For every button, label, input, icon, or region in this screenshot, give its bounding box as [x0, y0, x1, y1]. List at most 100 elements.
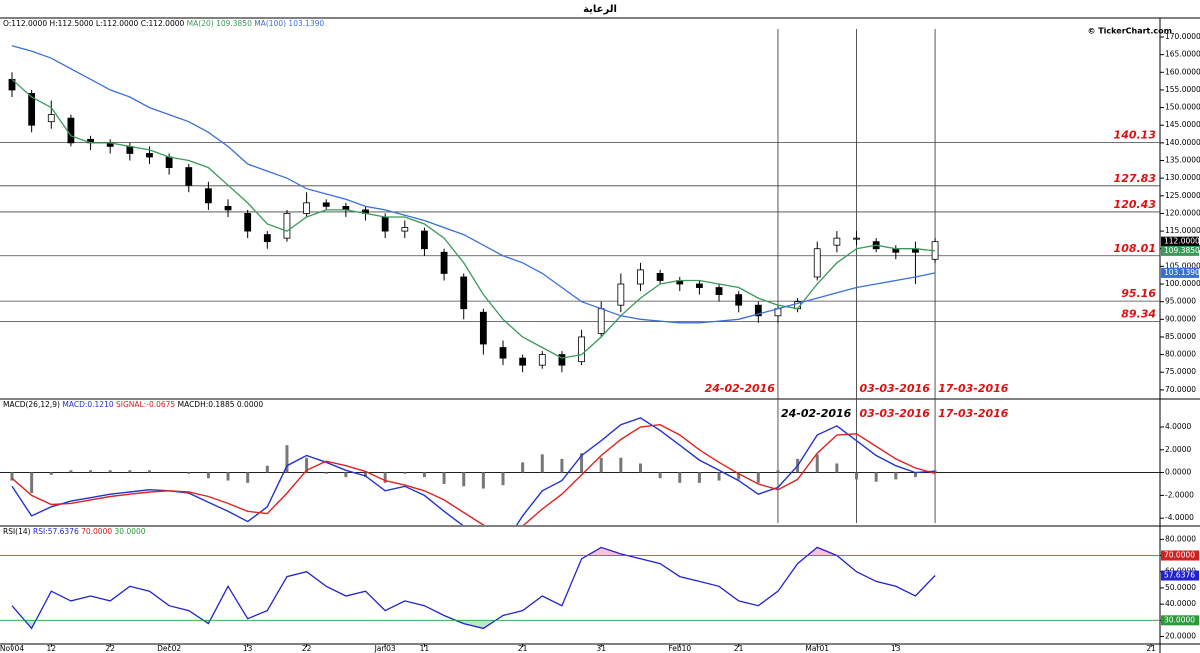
level-label: 108.01: [1114, 242, 1156, 255]
date-marker-label: 24-02-2016: [705, 382, 776, 395]
candle-body: [715, 287, 723, 296]
y-tick-label: 20.0000: [1165, 632, 1196, 641]
histogram-bar: [521, 462, 525, 473]
date-marker-label: 24-02-2016: [781, 407, 852, 420]
histogram-bar: [49, 472, 53, 475]
histogram-bar: [815, 454, 819, 473]
header-item: L:112.0000: [96, 19, 139, 28]
ma-line: [11, 45, 936, 324]
histogram-bar: [737, 472, 741, 480]
y-tick-label: 130.0000: [1165, 173, 1200, 182]
header-item: C:112.0000: [141, 19, 185, 28]
rsi-line: [11, 546, 936, 630]
header-item: MACDH:0.1885: [178, 400, 235, 409]
histogram-bar: [403, 472, 407, 474]
candle-body: [696, 283, 703, 288]
y-tick-label: 75.0000: [1165, 367, 1196, 376]
level-fill: [12, 620, 936, 629]
histogram-bar: [324, 472, 328, 474]
y-tick-label: 140.0000: [1165, 138, 1200, 147]
macd-line: [11, 423, 936, 525]
histogram-bar: [246, 472, 250, 483]
histogram-bar: [285, 445, 289, 473]
histogram-bar: [69, 470, 73, 473]
y-tick-label: -4.0000: [1165, 513, 1194, 522]
candle-body: [597, 308, 605, 334]
level-label: 120.43: [1114, 198, 1157, 211]
histogram-bar: [776, 470, 780, 473]
y-tick-label: 145.0000: [1165, 120, 1200, 129]
x-tick-label: Jan03: [374, 644, 396, 653]
candle-body: [185, 167, 193, 186]
y-tick-label: 135.0000: [1165, 156, 1200, 165]
x-tick-label: 21: [734, 644, 744, 653]
candle-body: [322, 202, 330, 207]
y-tick-label: 100.0000: [1165, 279, 1200, 288]
candle-body: [28, 93, 36, 126]
histogram-bar: [756, 472, 760, 483]
x-tick-label: 13: [891, 644, 901, 653]
histogram-bar: [364, 472, 368, 478]
candle-body: [833, 237, 841, 246]
header-item: 30.0000: [115, 527, 146, 536]
value-box: [1161, 550, 1199, 561]
candle-body: [519, 357, 527, 366]
candle-body: [224, 205, 232, 211]
histogram-bar: [540, 454, 544, 473]
ma-line: [11, 78, 936, 359]
y-tick-label: 165.0000: [1165, 50, 1200, 59]
y-tick-label: 120.0000: [1165, 208, 1200, 217]
x-tick-label: 22: [105, 644, 115, 653]
x-tick-label: 13: [243, 644, 253, 653]
y-tick-label: 115.0000: [1165, 226, 1200, 235]
candle-body: [578, 336, 585, 363]
histogram-bar: [344, 472, 348, 478]
level-label: 127.83: [1114, 172, 1157, 185]
candle-body: [381, 216, 389, 232]
y-tick-label: 80.0000: [1165, 534, 1196, 543]
header-item: MACD(26,12,9): [3, 400, 60, 409]
rsi-plot: [11, 546, 936, 630]
candle-body: [460, 276, 468, 310]
y-tick-label: -2.0000: [1165, 490, 1194, 499]
x-tick-label: Feb10: [668, 644, 691, 653]
header-item: 109.3850: [216, 19, 252, 28]
value-box: [1161, 267, 1199, 278]
histogram-bar: [874, 472, 878, 482]
x-tick-label: 12: [47, 644, 57, 653]
candle-body: [853, 237, 860, 240]
histogram-bar: [678, 472, 682, 483]
histogram-bar: [108, 470, 112, 473]
x-tick-label: Mar01: [805, 644, 829, 653]
y-tick-label: 80.0000: [1165, 350, 1196, 359]
x-tick-label: 21: [1146, 644, 1156, 653]
x-tick-label: 11: [420, 644, 430, 653]
price-plot: [8, 45, 939, 373]
x-tick-label: Nov04: [0, 644, 24, 653]
candle-body: [126, 145, 134, 154]
candle-body: [440, 251, 448, 274]
histogram-bar: [462, 472, 466, 487]
histogram-bar: [855, 472, 859, 480]
header-item: 0.0000: [237, 400, 263, 409]
header-item: MA(100): [254, 19, 286, 28]
histogram-bar: [30, 472, 34, 494]
candle-body: [499, 347, 507, 359]
histogram-bar: [481, 472, 485, 489]
candle-body: [204, 188, 212, 204]
value-box: [1161, 236, 1199, 247]
candle-body: [558, 354, 566, 366]
candle-body: [538, 354, 546, 366]
date-marker-label: 17-03-2016: [938, 407, 1009, 420]
header-item: MA(20): [187, 19, 214, 28]
value-box-label: 70.0000: [1164, 551, 1195, 560]
header-item: O:112.0000: [3, 19, 47, 28]
histogram-bar: [147, 470, 151, 473]
header-item: 70.0000: [81, 527, 112, 536]
header-item: MACD:0.1210: [62, 400, 113, 409]
y-tick-label: 105.0000: [1165, 261, 1200, 270]
candle-body: [244, 213, 252, 232]
candle-body: [656, 273, 664, 281]
candle-body: [263, 234, 271, 243]
